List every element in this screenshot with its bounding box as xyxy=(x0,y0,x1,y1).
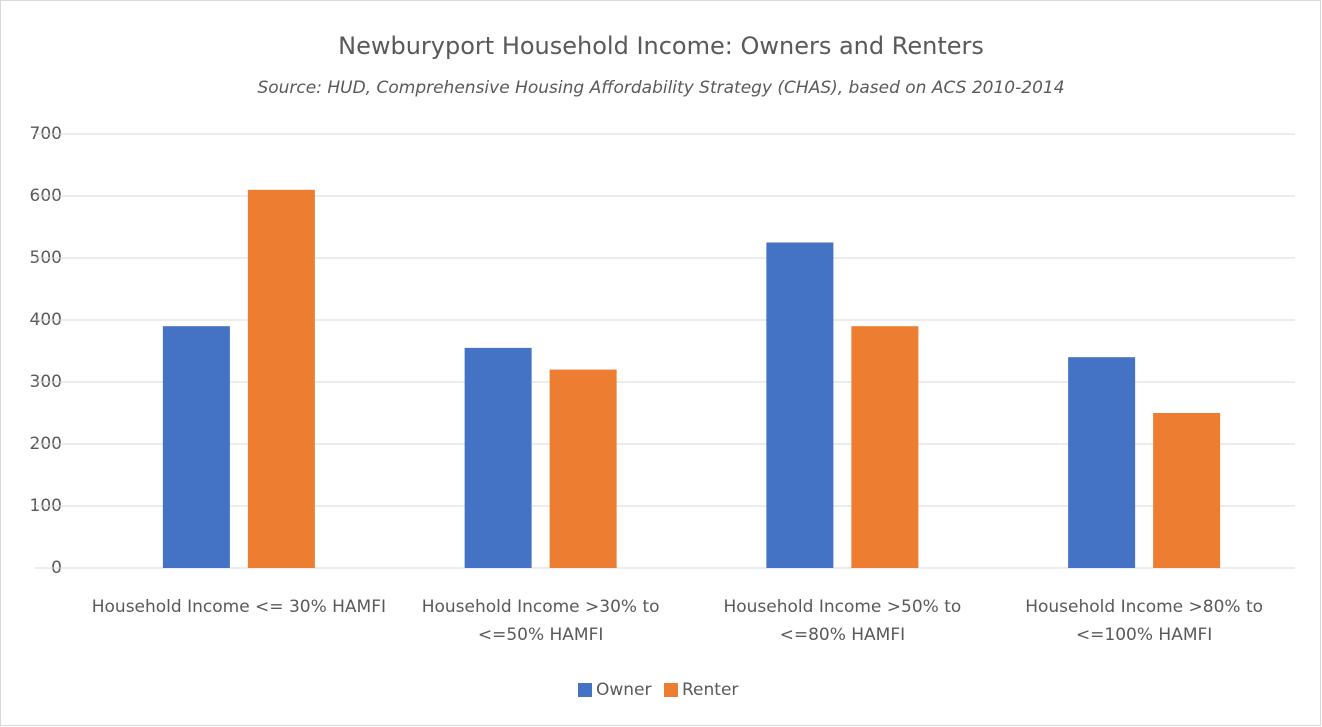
bar xyxy=(1153,413,1221,568)
legend-label: Renter xyxy=(682,680,738,700)
bar xyxy=(464,347,532,568)
x-tick-label: Household Income >50% to <=80% HAMFI xyxy=(723,597,962,645)
bar xyxy=(851,326,919,568)
chart-subtitle: Source: HUD, Comprehensive Housing Affor… xyxy=(257,78,1064,98)
x-tick-label: Household Income >30% to <=50% HAMFI xyxy=(421,597,660,645)
chart-title: Newburyport Household Income: Owners and… xyxy=(338,32,984,60)
x-tick-label: Household Income >80% to <=100% HAMFI xyxy=(1025,597,1264,645)
legend-swatch xyxy=(664,683,678,697)
legend-swatch xyxy=(578,683,592,697)
x-tick-label: Household Income <= 30% HAMFI xyxy=(91,597,387,617)
legend-label: Owner xyxy=(596,680,652,700)
bar xyxy=(162,326,230,568)
bar xyxy=(1068,357,1136,568)
bar xyxy=(766,242,834,568)
bar xyxy=(247,189,315,569)
bar xyxy=(549,369,617,568)
